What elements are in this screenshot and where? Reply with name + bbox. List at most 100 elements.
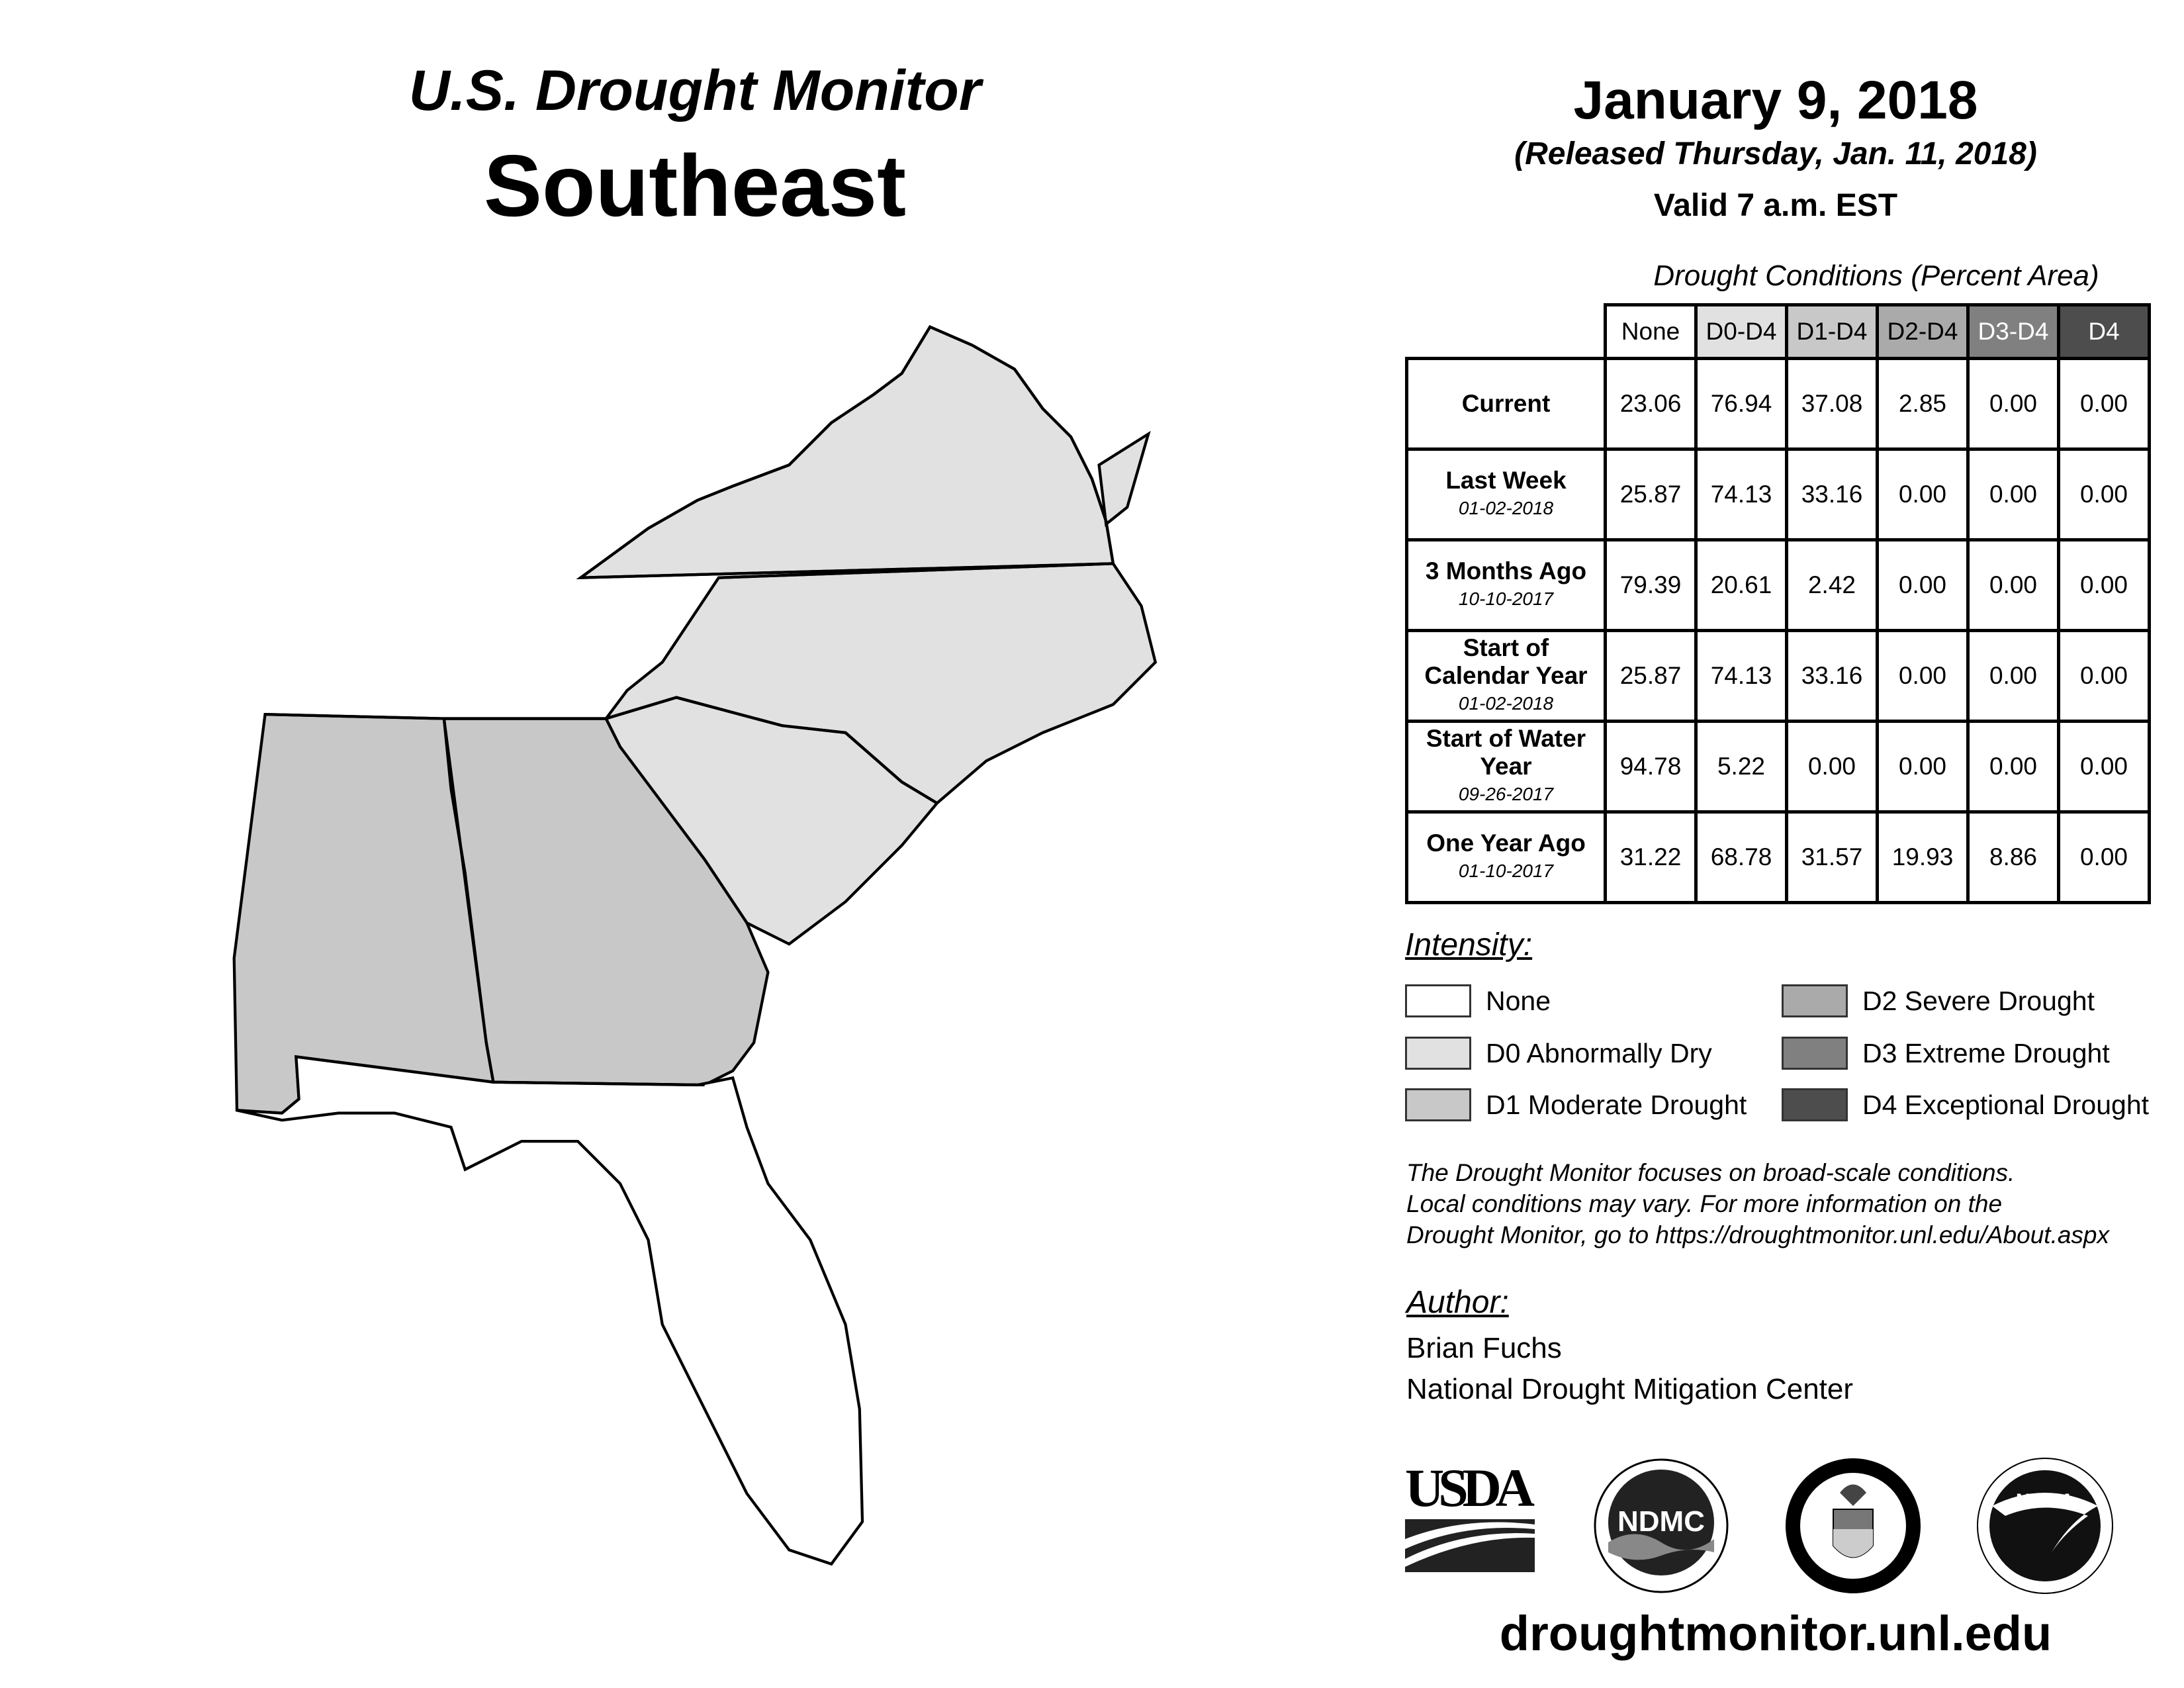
row-label: One Year Ago bbox=[1426, 829, 1586, 857]
column-header-none: None bbox=[1604, 303, 1698, 360]
row-label-cell: Start of Water Year 09-26-2017 bbox=[1405, 720, 1607, 814]
value-cell: 20.61 bbox=[1694, 538, 1788, 632]
table-row: One Year Ago 01-10-2017 31.22 68.78 31.57 19.… bbox=[1405, 810, 2151, 904]
row-date: 09-26-2017 bbox=[1458, 784, 1554, 804]
row-label-cell: 3 Months Ago 10-10-2017 bbox=[1405, 538, 1607, 632]
legend-swatch bbox=[1405, 1037, 1471, 1070]
author-label: Author: bbox=[1406, 1285, 1509, 1320]
row-label-cell: One Year Ago 01-10-2017 bbox=[1405, 810, 1607, 904]
drought-conditions-table: None D0-D4 D1-D4 D2-D4 D3-D4 D4 Current 23.06 76… bbox=[1405, 303, 2151, 904]
row-label: Start of Water Year bbox=[1426, 725, 1586, 780]
row-label: Current bbox=[1461, 390, 1551, 417]
column-header-d0-d4: D0-D4 bbox=[1694, 303, 1788, 360]
value-cell: 37.08 bbox=[1785, 357, 1879, 451]
value-cell: 0.00 bbox=[2057, 810, 2151, 904]
value-cell: 0.00 bbox=[1966, 720, 2060, 814]
row-label-cell: Last Week 01-02-2018 bbox=[1405, 447, 1607, 541]
value-cell: 0.00 bbox=[2057, 629, 2151, 723]
value-cell: 31.22 bbox=[1604, 810, 1698, 904]
legend-item: D4 Exceptional Drought bbox=[1782, 1087, 2149, 1123]
note-line: Local conditions may vary. For more info… bbox=[1406, 1190, 2003, 1217]
value-cell: 0.00 bbox=[1876, 538, 1970, 632]
legend-item: D1 Moderate Drought bbox=[1405, 1087, 1747, 1123]
value-cell: 0.00 bbox=[1876, 629, 1970, 723]
value-cell: 2.42 bbox=[1785, 538, 1879, 632]
row-label-cell: Current bbox=[1405, 357, 1607, 451]
map-title: U.S. Drought Monitor bbox=[408, 59, 981, 122]
table-row: Start of Calendar Year 01-02-2018 25.87 74.… bbox=[1405, 629, 2151, 723]
legend-label: None bbox=[1486, 985, 1551, 1016]
map-date: January 9, 2018 bbox=[1573, 70, 1978, 130]
usda-logo-text: USDA bbox=[1405, 1458, 1535, 1518]
legend-title: Intensity: bbox=[1405, 927, 1533, 962]
value-cell: 0.00 bbox=[1876, 447, 1970, 541]
value-cell: 94.78 bbox=[1604, 720, 1698, 814]
value-cell: 74.13 bbox=[1694, 629, 1788, 723]
value-cell: 0.00 bbox=[2057, 447, 2151, 541]
value-cell: 2.85 bbox=[1876, 357, 1970, 451]
release-date: (Released Thursday, Jan. 11, 2018) bbox=[1514, 136, 2037, 171]
ndmc-logo: NDMC bbox=[1594, 1458, 1729, 1593]
valid-time: Valid 7 a.m. EST bbox=[1653, 188, 1898, 223]
column-header-d4: D4 bbox=[2057, 303, 2151, 360]
column-header-d1-d4: D1-D4 bbox=[1785, 303, 1879, 360]
value-cell: 8.86 bbox=[1966, 810, 2060, 904]
website-link[interactable]: droughtmonitor.unl.edu bbox=[1499, 1606, 2052, 1661]
row-label: Last Week bbox=[1445, 467, 1567, 494]
row-label-cell: Start of Calendar Year 01-02-2018 bbox=[1405, 629, 1607, 723]
author-name: Brian Fuchs bbox=[1406, 1332, 1562, 1364]
value-cell: 5.22 bbox=[1694, 720, 1788, 814]
legend-label: D3 Extreme Drought bbox=[1862, 1037, 2110, 1068]
legend-item: D3 Extreme Drought bbox=[1782, 1035, 2110, 1071]
value-cell: 33.16 bbox=[1785, 629, 1879, 723]
usda-logo: USDA bbox=[1405, 1458, 1535, 1572]
value-cell: 0.00 bbox=[1785, 720, 1879, 814]
value-cell: 0.00 bbox=[2057, 720, 2151, 814]
region-title: Southeast bbox=[483, 137, 907, 234]
value-cell: 76.94 bbox=[1694, 357, 1788, 451]
noaa-logo: NOAA bbox=[1977, 1458, 2113, 1594]
legend-label: D1 Moderate Drought bbox=[1486, 1089, 1747, 1120]
table-header-row: None D0-D4 D1-D4 D2-D4 D3-D4 D4 bbox=[1406, 303, 2151, 360]
legend-swatch bbox=[1782, 1037, 1848, 1070]
author-organization: National Drought Mitigation Center bbox=[1406, 1373, 1854, 1405]
row-date: 01-02-2018 bbox=[1458, 693, 1554, 714]
legend-swatch bbox=[1405, 984, 1471, 1017]
value-cell: 0.00 bbox=[1966, 447, 2060, 541]
row-date: 01-10-2017 bbox=[1458, 861, 1554, 881]
legend-swatch bbox=[1782, 984, 1848, 1017]
value-cell: 25.87 bbox=[1604, 447, 1698, 541]
legend-item: D0 Abnormally Dry bbox=[1405, 1035, 1712, 1071]
legend-label: D0 Abnormally Dry bbox=[1486, 1037, 1712, 1068]
row-label: 3 Months Ago bbox=[1425, 557, 1587, 585]
note-line: Drought Monitor, go to https://droughtmo… bbox=[1406, 1221, 2109, 1248]
legend-swatch bbox=[1405, 1088, 1471, 1121]
legend-item: D2 Severe Drought bbox=[1782, 983, 2095, 1019]
table-corner bbox=[1406, 305, 1606, 360]
row-date: 10-10-2017 bbox=[1458, 588, 1554, 609]
value-cell: 33.16 bbox=[1785, 447, 1879, 541]
table-row: Start of Water Year 09-26-2017 94.78 5.22 0.… bbox=[1405, 720, 2151, 814]
table-title: Drought Conditions (Percent Area) bbox=[1653, 259, 2099, 292]
table-row: 3 Months Ago 10-10-2017 79.39 20.61 2.42 0.00… bbox=[1405, 538, 2151, 632]
table-row: Last Week 01-02-2018 25.87 74.13 33.16 0.00 0.… bbox=[1405, 447, 2151, 541]
table-row: Current 23.06 76.94 37.08 2.85 0.00 0.00 bbox=[1405, 357, 2151, 451]
value-cell: 0.00 bbox=[1966, 357, 2060, 451]
value-cell: 31.57 bbox=[1785, 810, 1879, 904]
disclaimer-note: The Drought Monitor focuses on broad-sca… bbox=[1406, 1157, 2109, 1250]
row-date: 01-02-2018 bbox=[1458, 498, 1554, 518]
note-line: The Drought Monitor focuses on broad-sca… bbox=[1406, 1159, 2015, 1186]
value-cell: 0.00 bbox=[1966, 629, 2060, 723]
column-header-d2-d4: D2-D4 bbox=[1876, 303, 1970, 360]
value-cell: 0.00 bbox=[2057, 538, 2151, 632]
noaa-logo-text: NOAA bbox=[2016, 1490, 2074, 1512]
value-cell: 25.87 bbox=[1604, 629, 1698, 723]
value-cell: 68.78 bbox=[1694, 810, 1788, 904]
value-cell: 74.13 bbox=[1694, 447, 1788, 541]
legend-swatch bbox=[1782, 1088, 1848, 1121]
value-cell: 0.00 bbox=[2057, 357, 2151, 451]
row-label: Start of Calendar Year bbox=[1424, 634, 1588, 689]
column-header-d3-d4: D3-D4 bbox=[1966, 303, 2060, 360]
value-cell: 79.39 bbox=[1604, 538, 1698, 632]
value-cell: 19.93 bbox=[1876, 810, 1970, 904]
